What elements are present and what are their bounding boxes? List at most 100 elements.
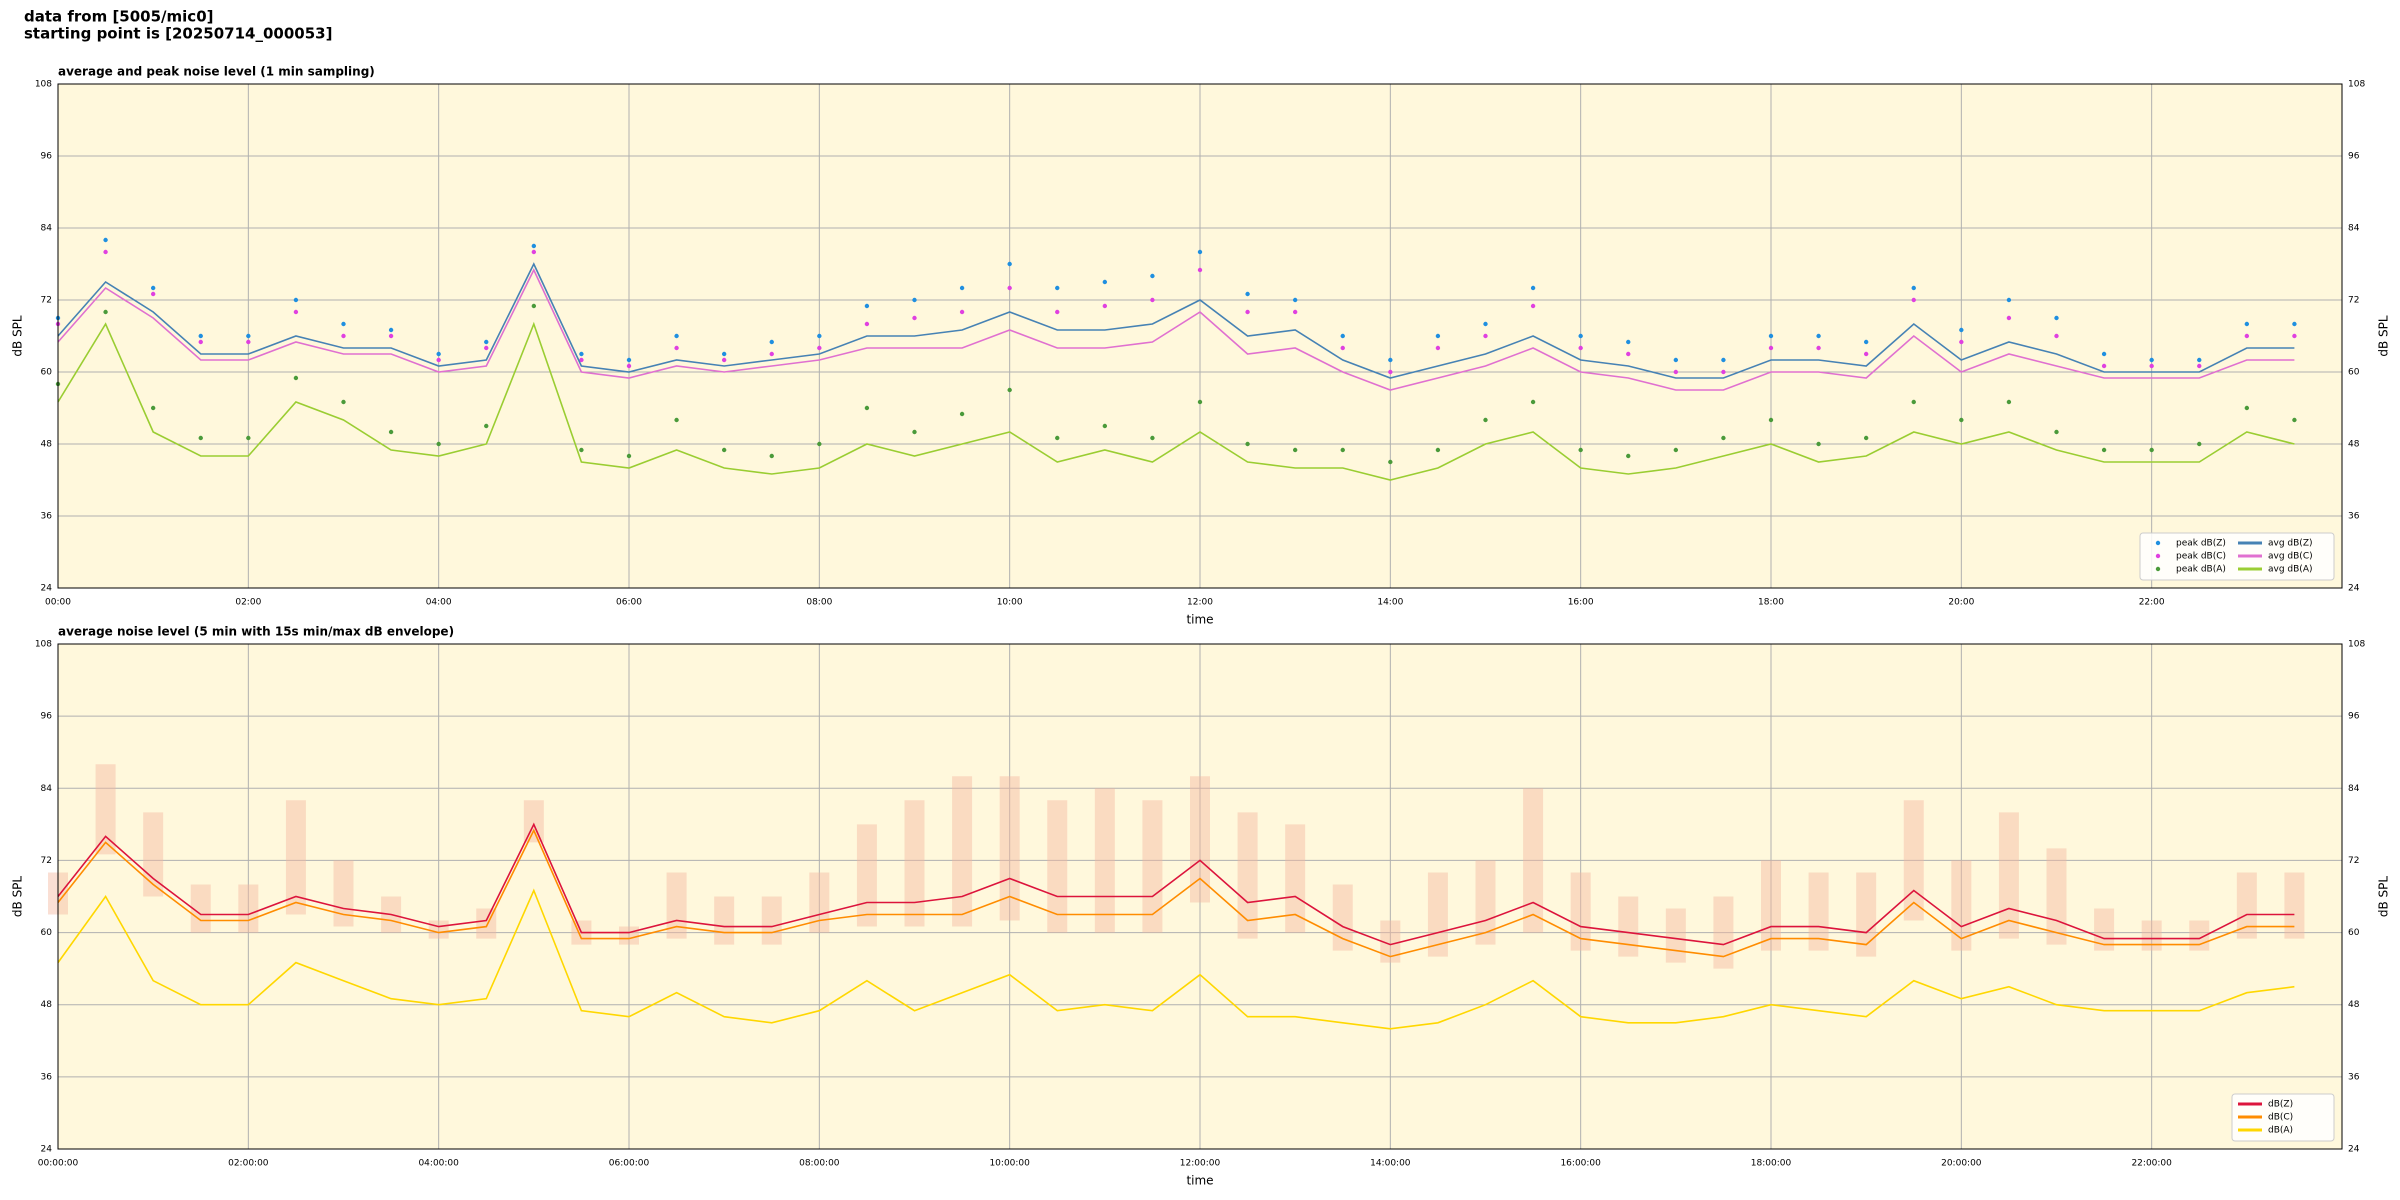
peak-point xyxy=(341,321,346,327)
plot-frame xyxy=(57,83,2343,589)
peak-point xyxy=(531,249,537,255)
peak-point xyxy=(1626,351,1631,357)
peak-point xyxy=(1197,249,1203,255)
peak-point xyxy=(1245,441,1250,447)
y-tick-label: 96 xyxy=(2348,712,2360,722)
x-tick-label: 08:00:00 xyxy=(799,1159,840,1169)
peak-point xyxy=(150,291,156,297)
peak-point xyxy=(1055,309,1060,315)
y-tick-label: 60 xyxy=(2348,368,2360,378)
peak-point xyxy=(2197,357,2202,363)
peak-point xyxy=(103,309,108,315)
x-tick-label: 10:00:00 xyxy=(989,1159,1030,1169)
peak-point xyxy=(1768,417,1774,423)
y-tick-label: 48 xyxy=(2348,1000,2360,1010)
x-tick-label: 14:00 xyxy=(1377,598,1403,608)
x-tick-label: 16:00 xyxy=(1568,598,1594,608)
legend-label: peak dB(A) xyxy=(2176,565,2226,575)
y-tick-label: 84 xyxy=(2348,784,2360,794)
x-tick-label: 08:00 xyxy=(806,598,832,608)
peak-point xyxy=(436,357,441,363)
peak-point xyxy=(1626,339,1631,345)
peak-point xyxy=(2149,357,2154,363)
x-tick-label: 18:00 xyxy=(1758,598,1784,608)
peak-point xyxy=(2006,297,2012,303)
peak-point xyxy=(1055,435,1060,441)
peak-point xyxy=(817,333,822,339)
peak-point xyxy=(626,363,632,369)
legend: dB(Z) dB(C) dB(A) xyxy=(2231,1093,2335,1142)
peak-point xyxy=(1959,339,1964,345)
legend-box xyxy=(2139,532,2335,581)
peak-point xyxy=(1340,333,1345,339)
peak-point xyxy=(1911,285,1916,291)
y-tick-label: 60 xyxy=(41,928,53,938)
peak-point xyxy=(1102,303,1108,309)
peak-point xyxy=(1483,417,1488,423)
peak-point xyxy=(1911,297,1916,303)
peak-point xyxy=(1768,333,1774,339)
y-tick-label: 48 xyxy=(2348,440,2360,450)
y-tick-label: 24 xyxy=(2348,584,2360,594)
x-tick-label: 22:00 xyxy=(2139,598,2165,608)
y-axis-label: dB SPL xyxy=(2377,876,2391,918)
series-line xyxy=(57,888,2295,1030)
peak-point xyxy=(674,345,679,351)
peak-point xyxy=(103,237,108,243)
peak-point xyxy=(1102,423,1108,429)
series-line xyxy=(57,262,2295,379)
y-tick-label: 108 xyxy=(35,80,52,90)
peak-point xyxy=(1911,399,1916,405)
legend-label: peak dB(Z) xyxy=(2176,539,2226,549)
peak-point xyxy=(341,333,346,339)
legend-label: dB(A) xyxy=(2268,1126,2293,1136)
x-tick-label: 10:00 xyxy=(997,598,1023,608)
peak-point xyxy=(1340,345,1345,351)
peak-point xyxy=(1578,447,1583,453)
peak-point xyxy=(1150,297,1155,303)
legend: peak dB(Z) peak dB(C) peak dB(A) avg dB(Z) a… xyxy=(2139,532,2335,581)
peak-point xyxy=(293,297,299,303)
x-tick-label: 12:00 xyxy=(1187,598,1213,608)
x-tick-label: 20:00:00 xyxy=(1941,1159,1982,1169)
y-tick-label: 24 xyxy=(41,1145,53,1155)
peak-point xyxy=(1959,417,1964,423)
peak-point xyxy=(1863,351,1869,357)
header-line: starting point is [20250714_000053] xyxy=(24,25,332,43)
x-tick-label: 06:00:00 xyxy=(609,1159,650,1169)
y-tick-label: 36 xyxy=(41,1072,53,1082)
peak-point xyxy=(1102,279,1108,285)
y-tick-label: 36 xyxy=(2348,1072,2360,1082)
x-tick-label: 16:00:00 xyxy=(1560,1159,1601,1169)
peak-point xyxy=(198,435,203,441)
peak-point xyxy=(2197,363,2202,369)
y-tick-label: 72 xyxy=(41,856,52,866)
peak-point xyxy=(1150,273,1155,279)
x-tick-label: 22:00:00 xyxy=(2131,1159,2172,1169)
peak-point xyxy=(674,417,679,423)
peak-point xyxy=(721,447,727,453)
y-tick-label: 36 xyxy=(2348,512,2360,522)
x-tick-label: 00:00:00 xyxy=(38,1159,79,1169)
peak-point xyxy=(864,303,870,309)
legend-marker xyxy=(2155,566,2161,572)
peak-point xyxy=(1197,267,1203,273)
peak-point xyxy=(1578,333,1583,339)
peak-point xyxy=(1768,345,1774,351)
peak-point xyxy=(436,351,441,357)
peak-point xyxy=(388,333,394,339)
y-tick-label: 72 xyxy=(41,296,52,306)
x-tick-label: 04:00 xyxy=(426,598,452,608)
peak-point xyxy=(388,429,394,435)
legend-marker xyxy=(2155,553,2161,559)
peak-point xyxy=(2006,399,2012,405)
peak-point xyxy=(1292,447,1298,453)
peak-point xyxy=(1007,387,1012,393)
peak-point xyxy=(484,345,489,351)
peak-point xyxy=(2244,405,2250,411)
peak-point xyxy=(1150,435,1155,441)
peak-point xyxy=(1388,369,1393,375)
peak-point xyxy=(293,309,299,315)
peak-point xyxy=(1483,333,1488,339)
x-tick-label: 14:00:00 xyxy=(1370,1159,1411,1169)
